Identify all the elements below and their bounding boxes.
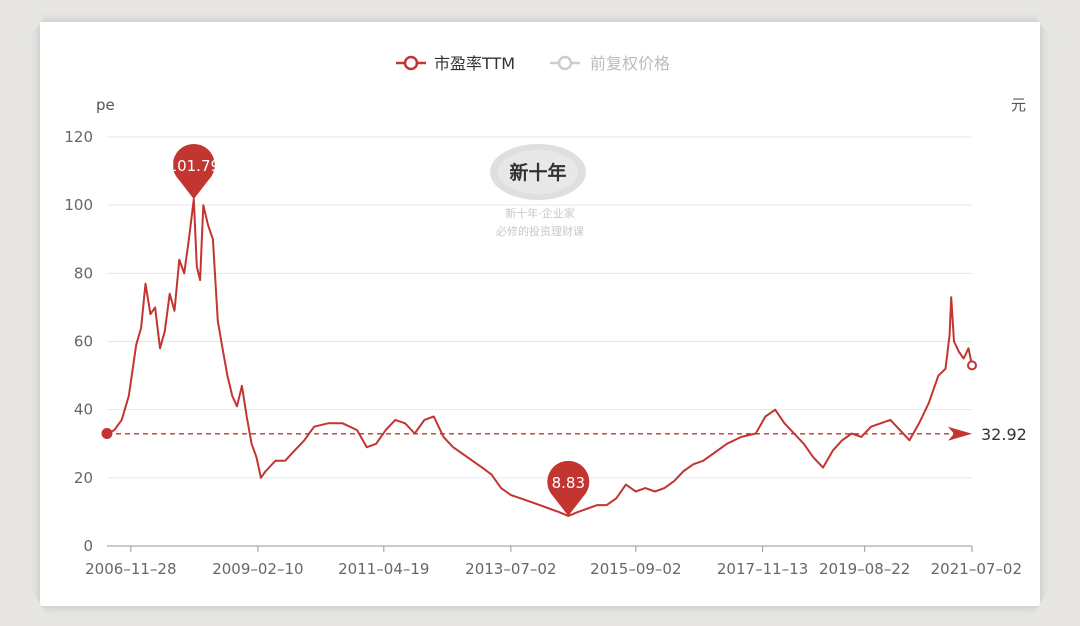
legend: 市盈率TTM 前复权价格 [396, 54, 670, 73]
y-tick-label: 120 [64, 128, 93, 146]
x-tick-label: 2019–08–22 [819, 560, 910, 578]
y-tick-label: 60 [74, 333, 93, 351]
mean-line-label: 32.92 [981, 425, 1027, 444]
y-axis-ticks: 0 20 40 60 80 100 120 [64, 128, 93, 555]
x-tick-label: 2006–11–28 [85, 560, 176, 578]
y-tick-label: 0 [83, 537, 93, 555]
x-axis: 2006–11–28 2009–02–10 2011–04–19 2013–07–02… [85, 545, 1022, 578]
y-tick-label: 40 [74, 401, 93, 419]
series-end-point [967, 360, 977, 371]
x-tick-label: 2021–07–02 [931, 560, 1022, 578]
x-tick-label: 2013–07–02 [465, 560, 556, 578]
x-tick-label: 2011–04–19 [338, 560, 429, 578]
marker-pin: 8.83 [547, 460, 590, 516]
watermark: 新十年 新十年·企业家 必修的投资理财课 [490, 144, 586, 238]
marker-pin-shape [172, 143, 215, 200]
legend-dot-price-icon [557, 55, 573, 71]
watermark-seal-text: 新十年 [509, 161, 566, 184]
legend-item-price[interactable]: 前复权价格 [550, 54, 670, 73]
marker-pin-shape [547, 460, 590, 516]
marker-pin-label: 8.83 [552, 474, 585, 492]
series-pe-ttm [101, 198, 977, 517]
chart-card [40, 22, 1040, 606]
x-tick-label: 2009–02–10 [212, 560, 303, 578]
marker-pin: 101.79 [168, 143, 221, 200]
marker-pin-label: 101.79 [168, 157, 221, 175]
watermark-seal-inner-shape [498, 150, 578, 194]
y-axis-label-right: 元 [1011, 96, 1026, 114]
series-line [106, 198, 973, 517]
x-tick-label: 2017–11–13 [717, 560, 808, 578]
x-tick-label: 2015–09–02 [590, 560, 681, 578]
y-tick-label: 80 [74, 264, 93, 282]
y-tick-label: 100 [64, 196, 93, 214]
mean-line: 32.92 [107, 425, 1027, 444]
watermark-line1: 新十年·企业家 [505, 206, 575, 220]
y-tick-label: 20 [74, 469, 93, 487]
series-start-point [101, 428, 113, 440]
marker-pins: 101.79 8.83 [168, 143, 590, 516]
mean-line-arrow-icon [948, 426, 972, 441]
legend-label-pe: 市盈率TTM [434, 54, 515, 73]
legend-item-pe[interactable]: 市盈率TTM [396, 54, 515, 73]
y-axis-label-left: pe [96, 96, 115, 114]
legend-label-price: 前复权价格 [590, 54, 670, 73]
watermark-line2: 必修的投资理财课 [496, 224, 584, 238]
legend-dot-pe-icon [403, 55, 419, 71]
